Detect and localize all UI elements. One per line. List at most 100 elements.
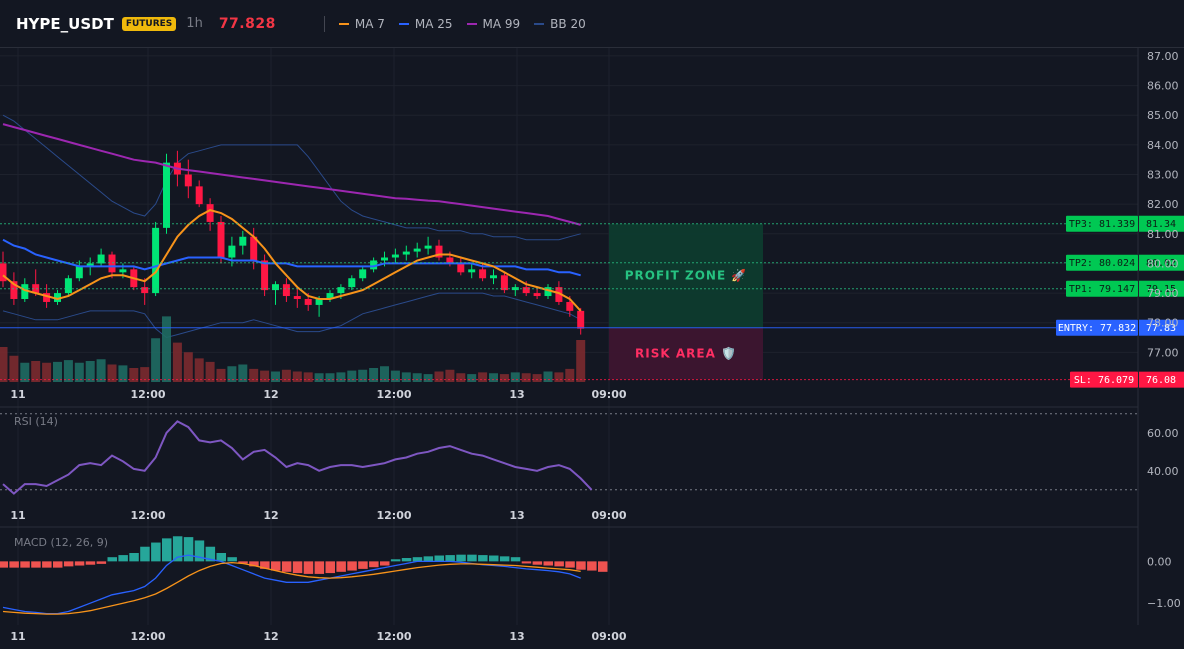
tp3-level-tag xyxy=(1066,215,1138,232)
volume-bar xyxy=(63,360,73,382)
volume-bar xyxy=(456,373,466,382)
macd-hist-bar xyxy=(183,537,194,562)
timeframe-label[interactable]: 1h xyxy=(186,16,203,31)
candle-body xyxy=(391,254,399,258)
candle-body xyxy=(163,162,170,228)
macd-hist-bar xyxy=(0,561,8,568)
candle-body xyxy=(217,221,225,258)
macd-title: MACD (12, 26, 9) xyxy=(14,536,108,549)
ma7-line xyxy=(2,209,582,312)
volume-bar xyxy=(380,366,389,382)
volume-bar xyxy=(314,373,324,382)
candle-body xyxy=(479,269,487,279)
macd-hist-bar xyxy=(576,561,586,570)
candle-body xyxy=(21,284,29,299)
ma25-line xyxy=(2,238,581,277)
volume-bar xyxy=(401,372,411,382)
legend-ma7-label: MA 7 xyxy=(354,16,385,31)
axes: 87.00 86.00 85.00 84.00 83.00 82.00 81.00 80.00… xyxy=(10,50,1178,643)
volume-bar xyxy=(336,372,346,382)
macd-hist-bar xyxy=(118,555,128,562)
candle-body xyxy=(533,293,541,297)
volume-bar xyxy=(543,371,553,382)
bb-swatch xyxy=(534,22,545,25)
risk-zone-box xyxy=(609,327,763,380)
macd-hist-bar xyxy=(423,556,434,562)
time-tick-label: 09:00 xyxy=(591,388,626,401)
legend-ma25[interactable]: MA 25 xyxy=(398,17,453,31)
volume-bar xyxy=(107,364,117,382)
tp2-level-label: TP2: 80.024 xyxy=(1069,258,1135,269)
time-tick-label: 09:00 xyxy=(591,630,626,643)
candle-body xyxy=(86,263,94,267)
candle-body xyxy=(10,281,18,299)
volume-bar xyxy=(390,370,400,382)
volume-bar xyxy=(194,358,204,382)
volume-bar xyxy=(510,372,520,382)
macd-hist-bar xyxy=(390,559,401,562)
candle-body xyxy=(0,263,7,282)
volume-bar xyxy=(554,372,564,382)
top-toolbar: HYPE_USDT FUTURES 1h 77.828 MA 7 MA 25 M… xyxy=(0,0,1184,48)
time-tick-label: 12:00 xyxy=(130,630,165,643)
entry-level-label: ENTRY: 77.832 xyxy=(1058,323,1136,334)
legend-bb20[interactable]: BB 20 xyxy=(534,17,586,31)
legend-ma99-label: MA 99 xyxy=(482,16,521,31)
profit-zone-label: PROFIT ZONE 🚀 xyxy=(625,269,748,283)
volume-bar xyxy=(478,372,488,382)
price-tick-label: 86.00 xyxy=(1147,80,1179,93)
volume-bar xyxy=(74,362,84,382)
candle-body xyxy=(500,275,508,291)
candle-body xyxy=(206,204,214,222)
ma99-line xyxy=(2,123,581,226)
macd-tick-label: 0.00 xyxy=(1147,555,1172,568)
volume-bar xyxy=(53,361,62,382)
volume-bar xyxy=(292,371,302,382)
legend-bb-label: BB 20 xyxy=(550,16,586,31)
candle-body xyxy=(381,257,388,261)
symbol-name[interactable]: HYPE_USDT xyxy=(16,14,114,33)
macd-hist-bar xyxy=(314,561,325,574)
tp1-axis-value: 79.15 xyxy=(1146,284,1176,295)
macd-pane: MACD (12, 26, 9) 0.00 −1.00 xyxy=(0,536,1181,615)
candle-body xyxy=(577,310,585,329)
macd-hist-bar xyxy=(554,561,564,567)
time-tick-label: 13 xyxy=(509,509,524,522)
macd-hist-bar xyxy=(401,558,412,562)
macd-hist-bar xyxy=(467,554,477,562)
time-tick-label: 12 xyxy=(263,388,278,401)
macd-hist-bar xyxy=(281,561,292,572)
macd-hist-bar xyxy=(162,538,172,562)
volume-bar xyxy=(172,342,182,382)
candle-body xyxy=(184,174,192,187)
candlesticks[interactable] xyxy=(0,150,585,335)
candle-body xyxy=(97,254,105,264)
candle-body xyxy=(566,301,574,311)
volume-bar xyxy=(162,316,171,382)
macd-hist-bar xyxy=(107,557,117,562)
candle-body xyxy=(446,257,454,264)
volume-bar xyxy=(521,373,531,382)
rsi-tick-label: 60.00 xyxy=(1147,427,1179,440)
macd-hist-bar xyxy=(31,561,41,568)
volume-bar xyxy=(445,369,455,382)
volume-bar xyxy=(467,374,477,382)
candle-body xyxy=(32,284,40,294)
time-tick-label: 12:00 xyxy=(376,630,411,643)
time-tick-label: 13 xyxy=(509,630,524,643)
volume-bar xyxy=(9,355,19,382)
macd-hist-bar xyxy=(358,561,368,569)
candle-body xyxy=(402,251,410,255)
price-tick-label: 85.00 xyxy=(1147,109,1179,122)
macd-hist-bar xyxy=(456,554,466,562)
legend-ma7[interactable]: MA 7 xyxy=(338,16,385,31)
legend-ma99[interactable]: MA 99 xyxy=(466,16,521,31)
toolbar-divider xyxy=(323,15,325,32)
price-tick-label: 87.00 xyxy=(1147,50,1179,63)
macd-hist-bar xyxy=(347,561,357,571)
macd-hist-bar xyxy=(598,561,608,572)
volume-bar xyxy=(325,373,335,382)
macd-hist-bar xyxy=(478,555,488,562)
volume-bar xyxy=(0,347,8,382)
